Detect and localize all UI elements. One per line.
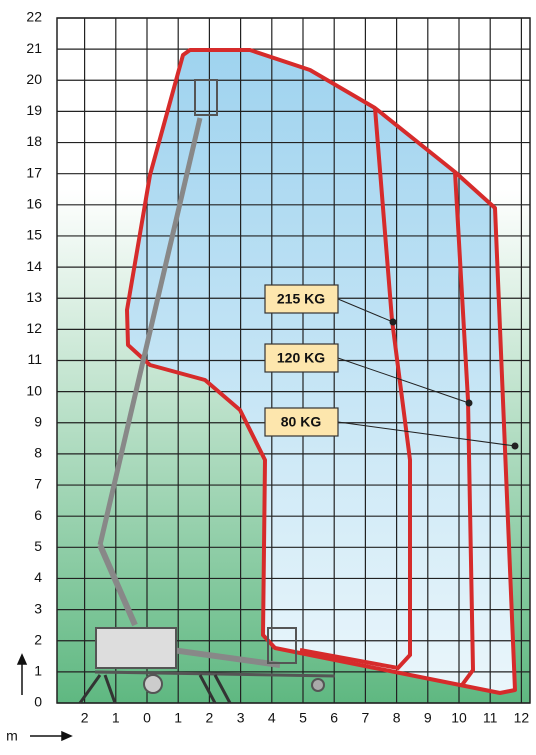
axis-arrows <box>16 653 73 742</box>
y-tick-label: 14 <box>26 258 42 274</box>
y-tick-label: 18 <box>26 133 42 149</box>
x-tick-label: 3 <box>237 710 245 726</box>
load-label-box <box>264 343 339 373</box>
x-tick-label: 11 <box>483 710 498 726</box>
leader-lines <box>337 298 519 450</box>
y-tick-label: 19 <box>26 102 42 118</box>
x-tick-label: 1 <box>112 710 120 726</box>
y-tick-label: 9 <box>34 413 42 429</box>
load-label: 80 KG <box>281 414 322 430</box>
load-label-box <box>264 284 339 314</box>
x-tick-label: 9 <box>424 710 432 726</box>
y-tick-label: 13 <box>26 289 42 305</box>
envelope-120kg <box>453 171 476 687</box>
x-tick-label: 7 <box>362 710 370 726</box>
load-label-box <box>264 407 339 437</box>
y-tick-label: 8 <box>34 445 42 461</box>
x-tick-label: 2 <box>81 710 89 726</box>
y-tick-label: 10 <box>26 382 42 398</box>
y-tick-label: 5 <box>34 538 42 554</box>
y-tick-label: 21 <box>26 40 42 56</box>
y-tick-label: 11 <box>27 351 42 367</box>
y-tick-label: 12 <box>26 320 42 336</box>
y-tick-label: 15 <box>26 227 42 243</box>
envelope-outline <box>125 48 517 695</box>
x-tick-label: 0 <box>143 710 151 726</box>
y-tick-label: 7 <box>34 476 42 492</box>
x-tick-label: 2 <box>206 710 214 726</box>
x-unit-label: m <box>6 728 18 744</box>
x-tick-label: 1 <box>174 710 182 726</box>
load-label: 215 KG <box>277 291 325 307</box>
y-tick-label: 1 <box>34 663 42 679</box>
y-tick-label: 22 <box>26 9 42 25</box>
x-tick-label: 4 <box>268 710 276 726</box>
x-tick-label: 12 <box>514 710 530 726</box>
y-tick-label: 4 <box>34 569 42 585</box>
grid-border <box>56 17 531 704</box>
y-tick-label: 17 <box>26 164 42 180</box>
y-tick-label: 3 <box>34 600 42 616</box>
y-tick-label: 0 <box>34 694 42 710</box>
load-label: 120 KG <box>277 350 325 366</box>
x-tick-label: 5 <box>299 710 307 726</box>
x-tick-label: 10 <box>451 710 467 726</box>
x-tick-label: 6 <box>330 710 338 726</box>
machine <box>78 79 336 704</box>
load-labels: 215 KG 120 KG 80 KG <box>264 284 339 437</box>
y-tick-label: 20 <box>26 71 42 87</box>
y-tick-label: 6 <box>34 507 42 523</box>
envelope-215kg <box>299 107 412 671</box>
y-tick-label: 2 <box>34 631 42 647</box>
x-tick-label: 8 <box>393 710 401 726</box>
y-tick-label: 16 <box>26 196 42 212</box>
